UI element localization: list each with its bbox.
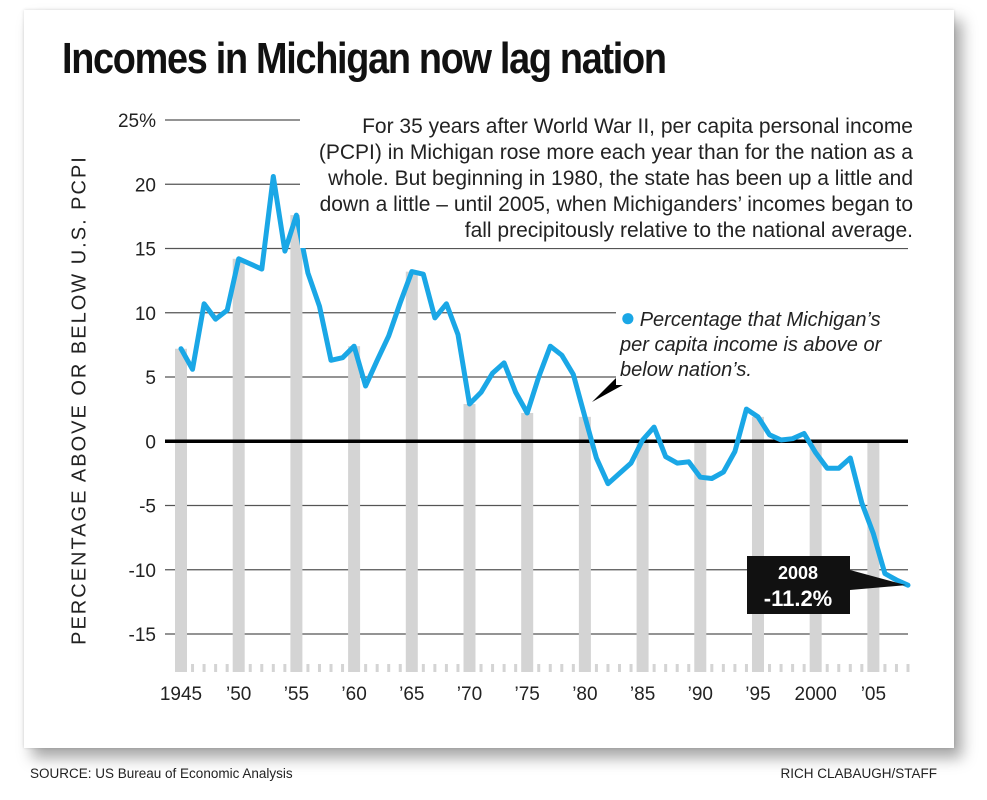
- credit-note: RICH CLABAUGH/STAFF: [780, 766, 937, 781]
- year-tick-mark: [283, 664, 287, 672]
- year-tick-mark: [768, 664, 772, 672]
- year-tick-mark: [375, 664, 379, 672]
- year-tick-mark: [744, 664, 748, 672]
- year-bar: [578, 416, 591, 672]
- year-bar: [175, 348, 187, 672]
- year-bar: [636, 439, 649, 672]
- year-tick-mark: [329, 664, 333, 672]
- year-tick-mark: [502, 664, 506, 672]
- year-tick-mark: [214, 664, 218, 672]
- chart-description: For 35 years after World War II, per cap…: [300, 112, 913, 248]
- y-axis-title: PERCENTAGE ABOVE OR BELOW U.S. PCPI: [68, 155, 91, 645]
- year-tick-mark: [341, 664, 345, 672]
- y-tick-label: 5: [145, 368, 156, 389]
- year-bar: [405, 271, 418, 672]
- callout-box: [747, 556, 850, 614]
- year-bar: [348, 346, 361, 672]
- legend-text: Percentage that Michigan’s per capita in…: [620, 309, 882, 381]
- x-tick-label: ’70: [457, 684, 482, 705]
- y-tick-label: -10: [129, 561, 156, 582]
- year-tick-mark: [721, 664, 725, 672]
- year-tick-mark: [652, 664, 656, 672]
- year-tick-mark: [479, 664, 483, 672]
- year-tick-mark: [791, 664, 795, 672]
- year-tick-mark: [664, 664, 668, 672]
- legend-dot-icon: ●: [620, 302, 636, 332]
- x-tick-label: 2000: [795, 684, 837, 705]
- x-tick-label: ’55: [284, 684, 309, 705]
- year-tick-mark: [491, 664, 495, 672]
- year-tick-mark: [594, 664, 598, 672]
- year-tick-mark: [306, 664, 310, 672]
- year-tick-mark: [398, 664, 402, 672]
- x-tick-label: ’05: [861, 684, 886, 705]
- x-tick-label: ’65: [399, 684, 424, 705]
- y-tick-label: -15: [129, 625, 156, 646]
- x-tick-label: ’75: [515, 684, 540, 705]
- year-tick-mark: [779, 664, 783, 672]
- year-tick-mark: [802, 664, 806, 672]
- y-tick-label: -5: [139, 497, 156, 518]
- x-tick-label: ’90: [688, 684, 713, 705]
- y-tick-label: 20: [135, 175, 156, 196]
- year-tick-mark: [571, 664, 575, 672]
- year-tick-mark: [710, 664, 714, 672]
- year-bar: [463, 403, 476, 672]
- year-tick-mark: [883, 664, 887, 672]
- year-bar: [232, 258, 245, 672]
- year-tick-mark: [560, 664, 564, 672]
- x-tick-label: ’60: [341, 684, 366, 705]
- year-tick-mark: [225, 664, 229, 672]
- year-tick-mark: [629, 664, 633, 672]
- year-tick-mark: [618, 664, 622, 672]
- year-tick-mark: [433, 664, 437, 672]
- year-bar: [867, 441, 880, 672]
- x-tick-label: ’85: [630, 684, 655, 705]
- year-tick-mark: [733, 664, 737, 672]
- chart-title: Incomes in Michigan now lag nation: [62, 34, 667, 83]
- year-bar: [694, 441, 707, 672]
- year-bar: [521, 412, 534, 672]
- y-tick-label: 15: [135, 240, 156, 261]
- year-tick-mark: [421, 664, 425, 672]
- year-tick-mark: [606, 664, 610, 672]
- year-bar: [751, 416, 764, 672]
- year-tick-mark: [260, 664, 264, 672]
- y-tick-label: 0: [145, 432, 156, 453]
- year-tick-mark: [675, 664, 679, 672]
- year-tick-mark: [444, 664, 448, 672]
- year-tick-mark: [894, 664, 898, 672]
- y-tick-label: 10: [135, 304, 156, 325]
- year-tick-mark: [191, 664, 195, 672]
- callout-value: -11.2%: [764, 586, 833, 611]
- year-tick-mark: [537, 664, 541, 672]
- callout-pointer: [850, 570, 906, 590]
- year-tick-mark: [248, 664, 252, 672]
- year-tick-mark: [837, 664, 841, 672]
- year-tick-mark: [271, 664, 275, 672]
- year-tick-mark: [514, 664, 518, 672]
- year-tick-mark: [906, 664, 910, 672]
- year-tick-mark: [687, 664, 691, 672]
- year-tick-mark: [860, 664, 864, 672]
- year-tick-mark: [317, 664, 321, 672]
- year-tick-mark: [364, 664, 368, 672]
- year-tick-mark: [548, 664, 552, 672]
- x-tick-label: ’95: [745, 684, 770, 705]
- year-tick-mark: [387, 664, 391, 672]
- source-note: SOURCE: US Bureau of Economic Analysis: [30, 766, 293, 781]
- y-tick-label: 25%: [118, 111, 156, 132]
- year-tick-mark: [848, 664, 852, 672]
- legend: ● Percentage that Michigan’s per capita i…: [616, 303, 910, 385]
- x-tick-label: 1945: [160, 684, 202, 705]
- x-tick-label: ’50: [226, 684, 251, 705]
- year-tick-mark: [825, 664, 829, 672]
- callout-year: 2008: [778, 563, 818, 583]
- year-bar: [290, 215, 303, 672]
- x-tick-label: ’80: [572, 684, 597, 705]
- year-tick-mark: [456, 664, 460, 672]
- year-tick-mark: [202, 664, 206, 672]
